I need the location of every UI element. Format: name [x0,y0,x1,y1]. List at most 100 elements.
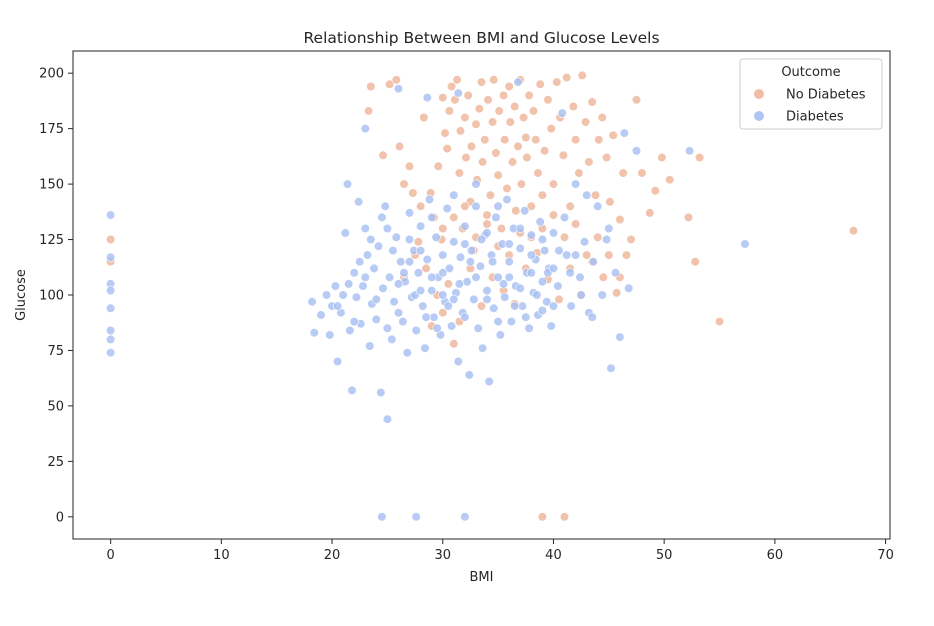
point-no-diabetes-82 [577,70,587,80]
point-no-diabetes-7 [395,141,405,151]
point-diabetes-4 [105,303,116,313]
point-no-diabetes-21 [444,106,455,116]
point-diabetes-180 [537,234,548,245]
point-no-diabetes-81 [574,168,584,178]
point-diabetes-90 [500,292,510,302]
point-no-diabetes-26 [455,126,466,136]
point-diabetes-188 [449,294,459,305]
point-diabetes-163 [349,317,359,327]
point-diabetes-122 [593,201,603,211]
point-diabetes-160 [565,268,575,278]
point-no-diabetes-44 [489,75,499,85]
point-diabetes-37 [382,414,393,424]
point-no-diabetes-109 [559,512,570,522]
legend: Outcome No Diabetes Diabetes [739,58,883,130]
x-axis-label: BMI [470,570,494,585]
point-diabetes-40 [389,297,399,307]
point-diabetes-129 [624,283,634,293]
legend-title: Outcome [781,65,840,80]
point-no-diabetes-28 [460,112,470,123]
point-diabetes-75 [466,246,477,256]
point-diabetes-32 [371,314,381,325]
point-diabetes-47 [404,208,415,218]
point-no-diabetes-69 [537,190,548,200]
point-diabetes-130 [631,146,642,156]
point-no-diabetes-36 [474,104,484,114]
y-tick-label-75: 75 [47,344,64,359]
point-diabetes-12 [325,330,335,340]
point-diabetes-118 [575,272,585,282]
point-diabetes-166 [416,246,426,256]
point-no-diabetes-70 [539,146,550,156]
point-no-diabetes-100 [650,186,660,196]
point-diabetes-194 [416,286,426,296]
point-no-diabetes-38 [478,157,488,167]
point-diabetes-46 [402,348,412,358]
point-no-diabetes-9 [404,161,415,171]
point-diabetes-79 [475,261,486,271]
point-diabetes-58 [429,312,439,322]
point-diabetes-36 [380,201,390,211]
point-no-diabetes-63 [524,90,534,100]
point-diabetes-124 [601,234,612,245]
point-no-diabetes-2 [364,106,374,116]
point-diabetes-9 [309,328,319,338]
point-no-diabetes-5 [385,79,395,89]
point-no-diabetes-98 [637,168,647,178]
point-no-diabetes-11 [413,237,424,247]
point-no-diabetes-111 [449,212,459,222]
point-diabetes-138 [453,88,463,98]
y-tick-label-50: 50 [47,399,64,414]
point-diabetes-82 [482,286,492,296]
y-tick-label-125: 125 [39,233,64,248]
point-diabetes-97 [515,243,525,253]
point-no-diabetes-41 [483,95,493,105]
point-no-diabetes-73 [548,179,559,189]
point-no-diabetes-134 [598,272,608,282]
point-no-diabetes-8 [399,179,409,189]
point-diabetes-128 [619,128,629,138]
point-no-diabetes-96 [626,234,636,245]
point-no-diabetes-3 [366,81,376,92]
point-diabetes-109 [542,297,552,307]
point-no-diabetes-123 [476,301,487,311]
point-diabetes-131 [684,146,695,156]
point-no-diabetes-34 [471,119,481,129]
point-diabetes-50 [411,325,421,336]
point-diabetes-171 [526,250,536,260]
point-no-diabetes-57 [513,141,523,151]
point-no-diabetes-78 [565,201,575,211]
point-diabetes-65 [444,263,455,274]
point-no-diabetes-97 [631,95,642,105]
point-diabetes-155 [510,301,520,311]
point-diabetes-56 [424,195,435,205]
points-layer [105,70,859,522]
point-no-diabetes-146 [593,232,603,242]
point-no-diabetes-47 [494,106,504,116]
point-no-diabetes-105 [694,152,705,163]
y-axis: 0 25 50 75 100 125 150 175 200 [39,67,73,525]
point-diabetes-159 [554,246,564,256]
x-tick-label-30: 30 [434,548,451,563]
point-diabetes-179 [515,223,525,234]
point-no-diabetes-144 [570,219,581,229]
point-diabetes-107 [537,277,548,287]
point-diabetes-7 [105,348,116,358]
point-no-diabetes-4 [378,150,388,160]
point-diabetes-189 [471,272,481,282]
point-no-diabetes-101 [657,152,667,163]
point-diabetes-132 [740,239,750,249]
point-diabetes-43 [396,257,406,267]
point-diabetes-77 [471,201,481,211]
legend-label-no-diabetes: No Diabetes [786,88,866,103]
point-diabetes-172 [548,263,559,274]
point-diabetes-88 [495,330,505,340]
point-diabetes-182 [582,190,592,200]
point-no-diabetes-85 [587,97,597,107]
y-tick-label-25: 25 [47,455,64,470]
point-diabetes-15 [333,356,343,367]
point-diabetes-165 [393,308,404,318]
point-diabetes-125 [606,363,616,373]
point-diabetes-119 [579,237,590,247]
point-diabetes-21 [347,385,357,396]
